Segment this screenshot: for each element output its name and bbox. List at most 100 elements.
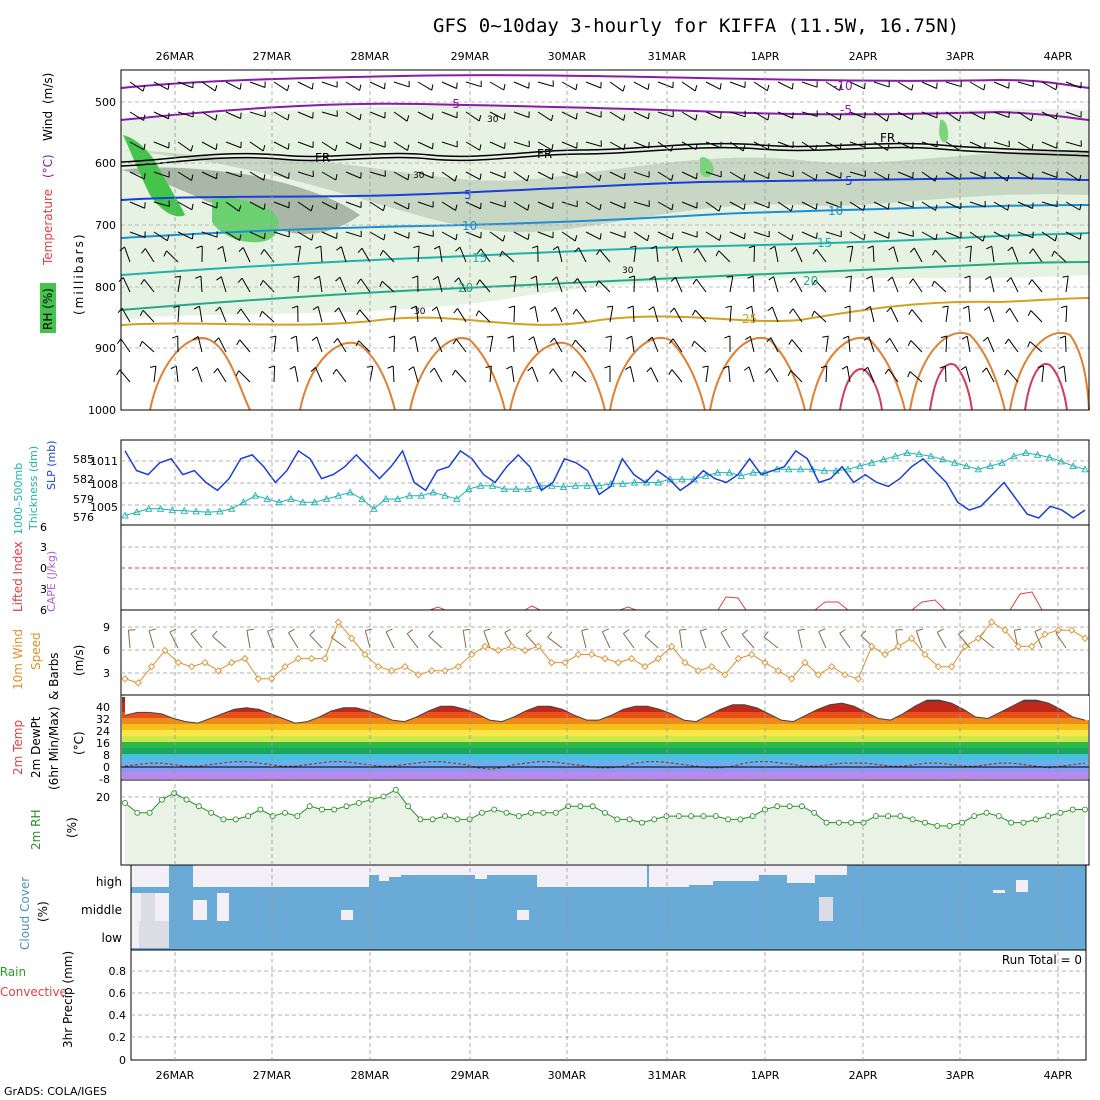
thickness-point [299,498,307,506]
wind-barb-flag [625,365,631,371]
wind-barb [345,171,361,179]
wind10-point [161,646,169,655]
wind-barb-flag [887,202,890,210]
wind10-barb [364,630,371,649]
wind-barb [321,201,337,210]
rh2m-point [442,813,448,820]
wind-barb [177,201,193,211]
rh2m-point [946,822,953,829]
cloud-clear-block [139,921,169,948]
wind-barb [537,201,553,209]
wind10-point [121,675,129,683]
wind-barb [814,279,827,293]
wind-barb-flag [863,336,870,341]
rh2m-point [565,803,572,810]
wind-barb-flag [191,366,198,371]
wind-barb-flag [550,307,556,312]
wind-barb [729,81,746,88]
wind-barb-flag [430,337,436,342]
wind-barb [177,111,194,118]
wind-barb [512,335,515,353]
wind10-tick: 3 [103,667,110,680]
wind10-barb-flag [504,628,512,634]
wind-barb-flag [743,203,746,210]
wind-barb [801,201,817,210]
wind10-point [788,675,796,683]
wind10-barb [127,630,131,649]
wind-barb [969,171,986,179]
wind-barb-flag [745,335,751,341]
temp2m-ylabel-d: (°C) [72,731,86,755]
wind-barb-flag [604,365,611,369]
wind-barb [1029,341,1043,353]
wind-barb [513,305,516,323]
rh2m-point [885,813,892,820]
wind-barb-flag [983,306,990,311]
thickness-point [464,485,473,493]
wind-barb [681,201,698,209]
wind-barb [609,201,625,209]
rh-shading-green-4 [939,119,949,143]
isotherm-label: -5 [448,97,460,111]
wind-barb [249,81,266,88]
cape-tick: 6 [40,521,47,534]
wind-barb [993,171,1008,182]
bottom-date-label: 4APR [1044,1069,1073,1082]
footer-credit: GrADS: COLA/IGES [4,1085,107,1098]
wind-barb [249,141,264,152]
wind10-point [481,642,489,651]
thickness-point [903,448,911,456]
thickness-point [1033,450,1042,458]
wind-barb [297,141,314,148]
wind-barb [553,337,563,353]
wind-barb-flag [237,277,243,283]
wind-barb [993,81,1009,89]
thickness-point [453,495,461,502]
isotherm-label: FR [315,151,330,165]
wind-barb [455,338,467,353]
wind10-barb [623,633,635,649]
precip-frame [130,949,1087,1061]
thickness-point [476,481,485,489]
wind-barb [657,141,672,152]
wind-barb [153,231,168,242]
wind-barb-flag [908,309,913,315]
wind10-barbs [127,628,1067,649]
wind-barb [201,141,217,150]
rh2m-point [626,816,633,823]
wind-barb [199,306,203,323]
wind-barb [175,366,179,383]
rh2m-point [897,813,904,820]
wind-barb-flag [407,144,410,151]
wind-barb [537,231,554,239]
wind-barb-flag [379,281,383,288]
wind-barb [1010,277,1019,293]
wind-barb [1065,111,1082,118]
thickness-point [429,488,437,496]
wind10-point [868,642,876,651]
wind-barb-flag [743,174,746,181]
top-date-label: 30MAR [548,50,587,63]
wind-barb [489,336,494,353]
wind-barb-flag [509,275,517,278]
wind-barb [1064,335,1067,353]
temp2m-band [122,760,1088,766]
wind-barb-flag [527,204,530,211]
rh2m-point [798,803,805,810]
wind10-barb-flag [623,629,630,634]
rh-legend-swatch [40,283,56,333]
wind-barb-flag [1058,365,1065,370]
wind-barb [345,141,361,150]
wind10-barb-flag [365,628,373,632]
wind-barb [657,111,674,118]
thickness-line [124,452,1086,516]
wind-barb [897,231,914,237]
wind-barb [753,245,756,263]
isotherm-freezing-2 [120,146,1090,167]
wind-barb-flag [454,175,458,182]
wind-barb-flag [116,338,122,345]
rh2m-point [158,796,165,803]
temp2m-line [124,699,1086,724]
temp2m-ylabel-c: (6hr Min/Max) [47,707,61,791]
wind-barb-flag [1027,310,1032,317]
